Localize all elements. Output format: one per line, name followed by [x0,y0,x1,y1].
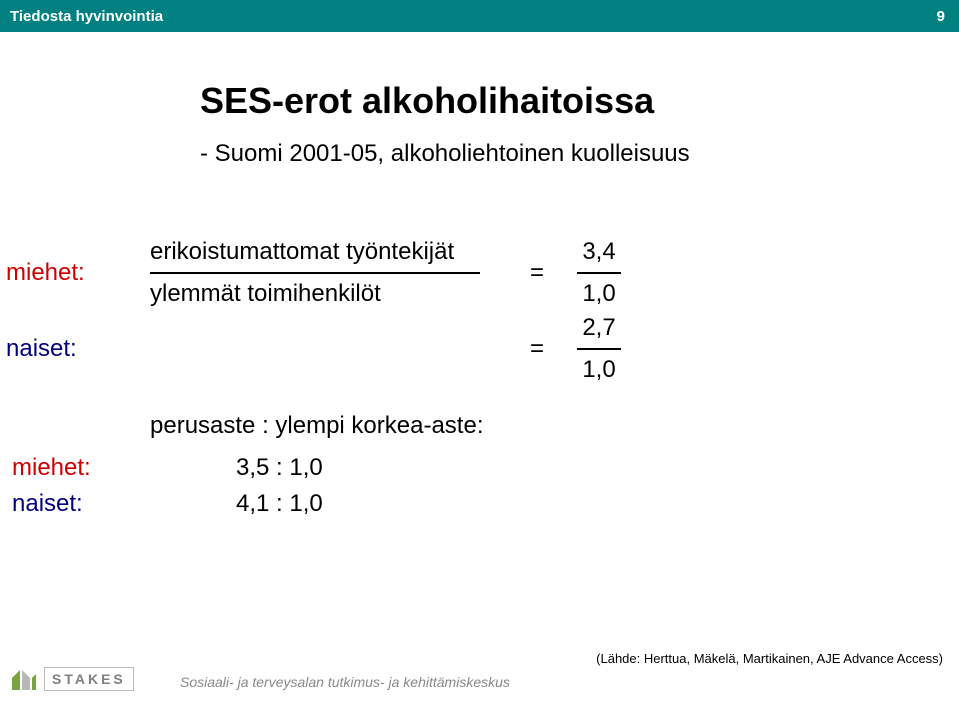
perusaste-row-miehet: miehet: 3,5 : 1,0 [6,454,919,482]
ratio-row-naiset: naiset: = 2,7 1,0 [0,314,919,384]
equals-2: = [525,335,549,363]
fraction-1-denominator: ylemmät toimihenkilöt [150,280,505,308]
perusaste-miehet-value: 3,5 : 1,0 [236,454,323,482]
label-naiset: naiset: [0,335,120,363]
logo-mark-icon [8,666,38,692]
value-1-bot: 1,0 [569,280,629,308]
slide-number: 9 [937,8,945,25]
fraction-1-line [150,272,480,274]
header-left: Tiedosta hyvinvointia [10,8,163,25]
fraction-2: = 2,7 1,0 [150,314,629,384]
fraction-1-text: erikoistumattomat työntekijät ylemmät to… [150,238,505,308]
value-1-line [577,272,621,274]
fraction-1: erikoistumattomat työntekijät ylemmät to… [150,238,629,308]
value-1-top: 3,4 [569,238,629,266]
fraction-1-value: 3,4 1,0 [569,238,629,308]
footer-org: Sosiaali- ja terveysalan tutkimus- ja ke… [180,674,510,690]
main-content: SES-erot alkoholihaitoissa - Suomi 2001-… [0,32,959,518]
logo-text: STAKES [44,667,134,691]
value-2-line [577,348,621,350]
fraction-2-value: 2,7 1,0 [569,314,629,384]
perusaste-naiset-value: 4,1 : 1,0 [236,490,323,518]
slide-title: SES-erot alkoholihaitoissa [200,80,919,122]
label-miehet: miehet: [0,259,120,287]
fraction-2-spacer [150,314,505,384]
ratio-row-miehet: miehet: erikoistumattomat työntekijät yl… [0,238,919,308]
value-2-bot: 1,0 [569,356,629,384]
fraction-1-numerator: erikoistumattomat työntekijät [150,238,505,266]
perusaste-row-naiset: naiset: 4,1 : 1,0 [6,490,919,518]
value-2-top: 2,7 [569,314,629,342]
perusaste-block: perusaste : ylempi korkea-aste: miehet: … [150,412,919,518]
footer: STAKES Sosiaali- ja terveysalan tutkimus… [0,658,959,694]
label-miehet-2: miehet: [6,454,126,482]
ratio-block: miehet: erikoistumattomat työntekijät yl… [0,238,919,518]
slide-subtitle: - Suomi 2001-05, alkoholiehtoinen kuolle… [200,140,919,168]
label-naiset-2: naiset: [6,490,126,518]
stakes-logo: STAKES [8,666,134,692]
header-bar: Tiedosta hyvinvointia 9 [0,0,959,32]
equals-1: = [525,259,549,287]
perusaste-heading: perusaste : ylempi korkea-aste: [150,412,919,440]
